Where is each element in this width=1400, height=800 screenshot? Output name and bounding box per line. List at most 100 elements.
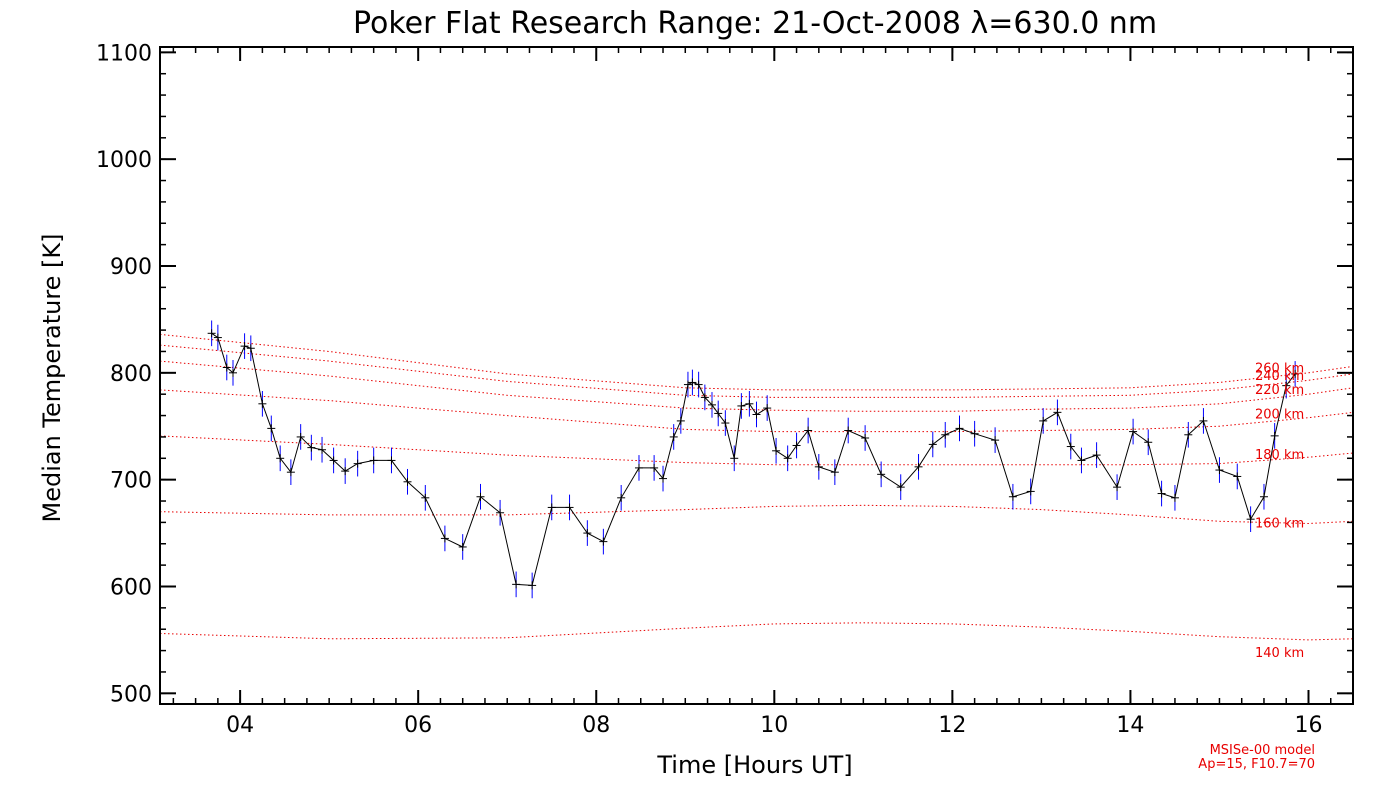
data-point <box>730 454 739 463</box>
data-point <box>941 430 950 439</box>
data-point <box>896 483 905 492</box>
data-point <box>1077 456 1086 465</box>
data-point <box>1039 416 1048 425</box>
data-point <box>476 492 485 501</box>
data-point <box>772 446 781 455</box>
data-point <box>318 445 327 454</box>
data-point <box>403 477 412 486</box>
model-curve-220-km <box>159 360 1354 412</box>
model-label-180-km: 180 km <box>1255 448 1304 463</box>
data-point <box>369 456 378 465</box>
data-point <box>421 493 430 502</box>
data-point <box>276 454 285 463</box>
data-point <box>246 344 255 353</box>
data-point <box>599 537 608 546</box>
data-point <box>737 401 746 410</box>
model-curve-180-km <box>159 435 1354 466</box>
model-curves-layer <box>159 333 1354 641</box>
data-point <box>783 454 792 463</box>
data-point <box>745 399 754 408</box>
data-point <box>659 474 668 483</box>
data-point <box>1008 492 1017 501</box>
data-point <box>650 463 659 472</box>
y-tick-label: 700 <box>110 469 152 494</box>
y-tick-label: 1000 <box>96 148 152 173</box>
y-tick-label: 1100 <box>96 41 152 66</box>
data-point <box>669 432 678 441</box>
data-point <box>387 456 396 465</box>
data-point <box>1199 416 1208 425</box>
data-point <box>1246 515 1255 524</box>
data-point <box>1259 492 1268 501</box>
data-point <box>222 363 231 372</box>
data-point <box>688 378 697 387</box>
model-note-line1: MSISe-00 model <box>1210 743 1315 758</box>
data-point <box>634 463 643 472</box>
data-point <box>792 441 801 450</box>
data-point <box>528 581 537 590</box>
y-tick-label: 500 <box>110 682 152 707</box>
data-point <box>229 368 238 377</box>
data-point <box>844 426 853 435</box>
data-point <box>496 508 505 517</box>
model-curve-240-km <box>159 344 1354 398</box>
data-point <box>1092 451 1101 460</box>
data-point <box>955 424 964 433</box>
data-point <box>267 424 276 433</box>
model-curve-200-km <box>159 389 1354 433</box>
model-label-140-km: 140 km <box>1255 646 1304 661</box>
data-point <box>970 429 979 438</box>
model-curve-140-km <box>159 622 1354 641</box>
data-point <box>928 440 937 449</box>
y-tick-label: 800 <box>110 362 152 387</box>
y-tick-label: 600 <box>110 575 152 600</box>
model-label-240-km: 240 km <box>1255 369 1304 384</box>
x-axis-label: Time [Hours UT] <box>656 751 852 779</box>
data-point <box>877 470 886 479</box>
data-point <box>676 416 685 425</box>
data-point <box>1053 408 1062 417</box>
model-label-260-km: 260 km <box>1255 361 1304 376</box>
data-point <box>763 404 772 413</box>
data-point <box>700 393 709 402</box>
data-point <box>1291 369 1300 378</box>
model-curve-260-km <box>159 333 1354 391</box>
data-point <box>1233 472 1242 481</box>
x-tick-label: 08 <box>582 713 610 738</box>
data-point <box>286 468 295 477</box>
x-tick-label: 04 <box>226 713 254 738</box>
data-point <box>1215 466 1224 475</box>
data-point <box>1129 427 1138 436</box>
data-point <box>440 534 449 543</box>
data-point <box>991 436 1000 445</box>
data-point <box>512 580 521 589</box>
x-tick-label: 12 <box>938 713 966 738</box>
x-tick-label: 14 <box>1116 713 1144 738</box>
data-point <box>207 329 216 338</box>
data-point <box>1270 431 1279 440</box>
data-point <box>752 410 761 419</box>
data-point <box>296 432 305 441</box>
chart-title: Poker Flat Research Range: 21-Oct-2008 λ… <box>353 6 1157 41</box>
data-point <box>341 467 350 476</box>
data-point <box>683 380 692 389</box>
x-tick-label: 16 <box>1294 713 1322 738</box>
data-point <box>458 542 467 551</box>
data-point <box>707 400 716 409</box>
data-point <box>240 342 249 351</box>
data-point <box>258 399 267 408</box>
model-label-200-km: 200 km <box>1255 407 1304 422</box>
data-point <box>721 419 730 428</box>
model-note-line2: Ap=15, F10.7=70 <box>1198 757 1315 772</box>
axes-layer: 04 06 08 10 12 14 16 500 600 700 800 900 1000 1100 <box>96 41 1354 738</box>
model-curve-160-km <box>159 504 1354 525</box>
x-tick-label: 06 <box>404 713 432 738</box>
x-tick-label: 10 <box>760 713 788 738</box>
data-point <box>694 380 703 389</box>
y-axis-label: Median Temperature [K] <box>38 233 66 522</box>
data-point <box>814 462 823 471</box>
data-point <box>861 433 870 442</box>
